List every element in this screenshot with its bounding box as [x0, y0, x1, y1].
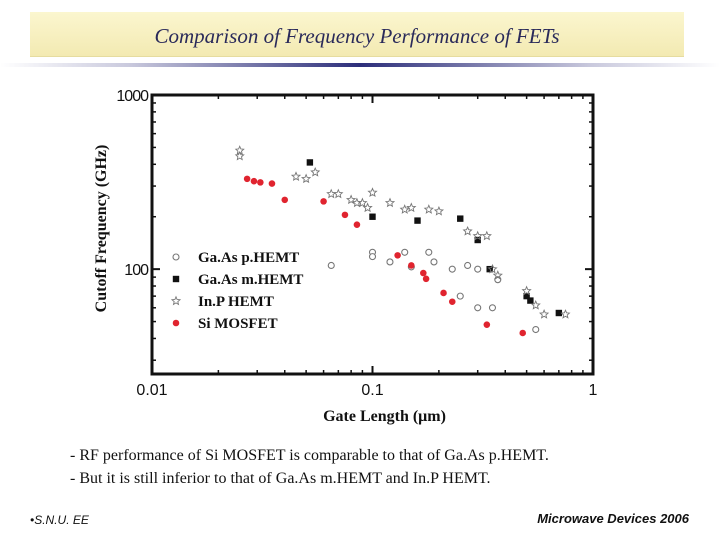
si-mosfet-point: [420, 269, 427, 277]
slide-title: Comparison of Frequency Performance of F…: [154, 24, 560, 48]
ga-as-p-hemt-point: [401, 248, 409, 256]
si-mosfet-point: [440, 289, 447, 297]
y-axis-label: Cutoff Frequency (GHz): [93, 145, 110, 313]
si-mosfet-point: [281, 196, 289, 204]
in-p-hemt-point: [326, 188, 337, 199]
legend-marker: [170, 295, 182, 306]
plot-frame: [150, 93, 595, 376]
in-p-hemt-point: [423, 204, 434, 214]
ga-as-p-hemt-point: [425, 248, 433, 256]
ga-as-m-hemt-point: [457, 215, 464, 222]
si-mosfet-point: [268, 180, 276, 187]
x-tick-label: 1: [589, 382, 598, 399]
x-tick-label: 0.1: [361, 382, 383, 399]
ga-as-p-hemt-point: [464, 261, 472, 270]
ga-as-p-hemt-point: [474, 304, 482, 312]
legend-marker: [172, 275, 180, 283]
in-p-hemt-point: [530, 299, 541, 310]
legend-label: In.P HEMT: [198, 294, 274, 310]
si-mosfet-point: [320, 198, 327, 205]
note-line-1: - RF performance of Si MOSFET is compara…: [70, 447, 549, 464]
in-p-hemt-point: [300, 173, 312, 184]
ga-as-m-hemt-point: [474, 236, 481, 244]
ga-as-p-hemt-point: [448, 265, 456, 273]
ga-as-p-hemt-point: [532, 325, 540, 334]
ga-as-p-hemt-point: [456, 292, 464, 300]
in-p-hemt-point: [462, 225, 473, 236]
y-tick-label: 100: [124, 262, 149, 279]
in-p-hemt-point: [362, 202, 373, 213]
in-p-hemt-point: [234, 150, 245, 161]
legend-label: Ga.As p.HEMT: [198, 250, 299, 266]
in-p-hemt-point: [333, 188, 344, 199]
in-p-hemt-point: [399, 204, 410, 214]
si-mosfet-point: [422, 275, 430, 283]
in-p-hemt-point: [472, 230, 483, 241]
si-mosfet-point: [341, 211, 349, 219]
si-mosfet-point: [243, 175, 251, 183]
in-p-hemt-point: [384, 197, 396, 208]
x-axis-label: Gate Length (μm): [323, 408, 446, 425]
ga-as-p-hemt-point: [474, 265, 482, 273]
title-divider: [0, 63, 720, 67]
y-tick-label: 1000: [116, 88, 149, 105]
in-p-hemt-point: [345, 194, 357, 205]
in-p-hemt-point: [521, 285, 532, 296]
footer-right: Microwave Devices 2006: [537, 511, 689, 526]
ga-as-m-hemt-point: [369, 213, 376, 220]
title-bar: Comparison of Frequency Performance of F…: [30, 12, 684, 57]
in-p-hemt-point: [487, 263, 498, 274]
si-mosfet-point: [483, 321, 491, 328]
si-mosfet-point: [519, 329, 526, 337]
in-p-hemt-point: [406, 202, 417, 213]
legend-label: Ga.As m.HEMT: [198, 272, 303, 288]
ga-as-p-hemt-point: [488, 304, 497, 312]
ga-as-p-hemt-point: [368, 253, 377, 261]
ga-as-m-hemt-point: [527, 297, 534, 304]
in-p-hemt-point: [357, 197, 368, 208]
ga-as-p-hemt-point: [386, 258, 394, 266]
x-tick-label: 0.01: [136, 382, 167, 399]
ga-as-m-hemt-point: [306, 159, 314, 166]
notes: - RF performance of Si MOSFET is compara…: [70, 444, 549, 490]
ga-as-p-hemt-point: [327, 261, 335, 270]
note-line-2: - But it is still inferior to that of Ga…: [70, 470, 491, 487]
in-p-hemt-point: [481, 230, 492, 241]
legend-marker: [172, 253, 180, 261]
ga-as-m-hemt-point: [414, 217, 421, 224]
ga-as-m-hemt-point: [523, 292, 530, 300]
si-mosfet-point: [408, 262, 415, 269]
in-p-hemt-point: [367, 187, 378, 197]
si-mosfet-point: [250, 177, 258, 185]
ga-as-p-hemt-point: [430, 258, 438, 266]
cutoff-frequency-chart: 0.01 0.1 1 100 1000 Gate Length (μm) Cutoff Fr…: [93, 88, 598, 425]
in-p-hemt-point: [310, 166, 321, 177]
legend-label: Si MOSFET: [198, 316, 278, 332]
si-mosfet-point: [257, 179, 264, 186]
footer-left: •S.N.U. EE: [30, 513, 89, 527]
in-p-hemt-point: [539, 309, 550, 319]
si-mosfet-point: [394, 252, 401, 259]
si-mosfet-point: [448, 298, 456, 306]
in-p-hemt-point: [492, 270, 503, 280]
in-p-hemt-point: [433, 205, 445, 216]
in-p-hemt-point: [290, 171, 302, 181]
in-p-hemt-point: [560, 309, 571, 319]
si-mosfet-point: [353, 221, 361, 228]
legend-marker: [172, 319, 180, 327]
ga-as-m-hemt-point: [555, 309, 563, 317]
